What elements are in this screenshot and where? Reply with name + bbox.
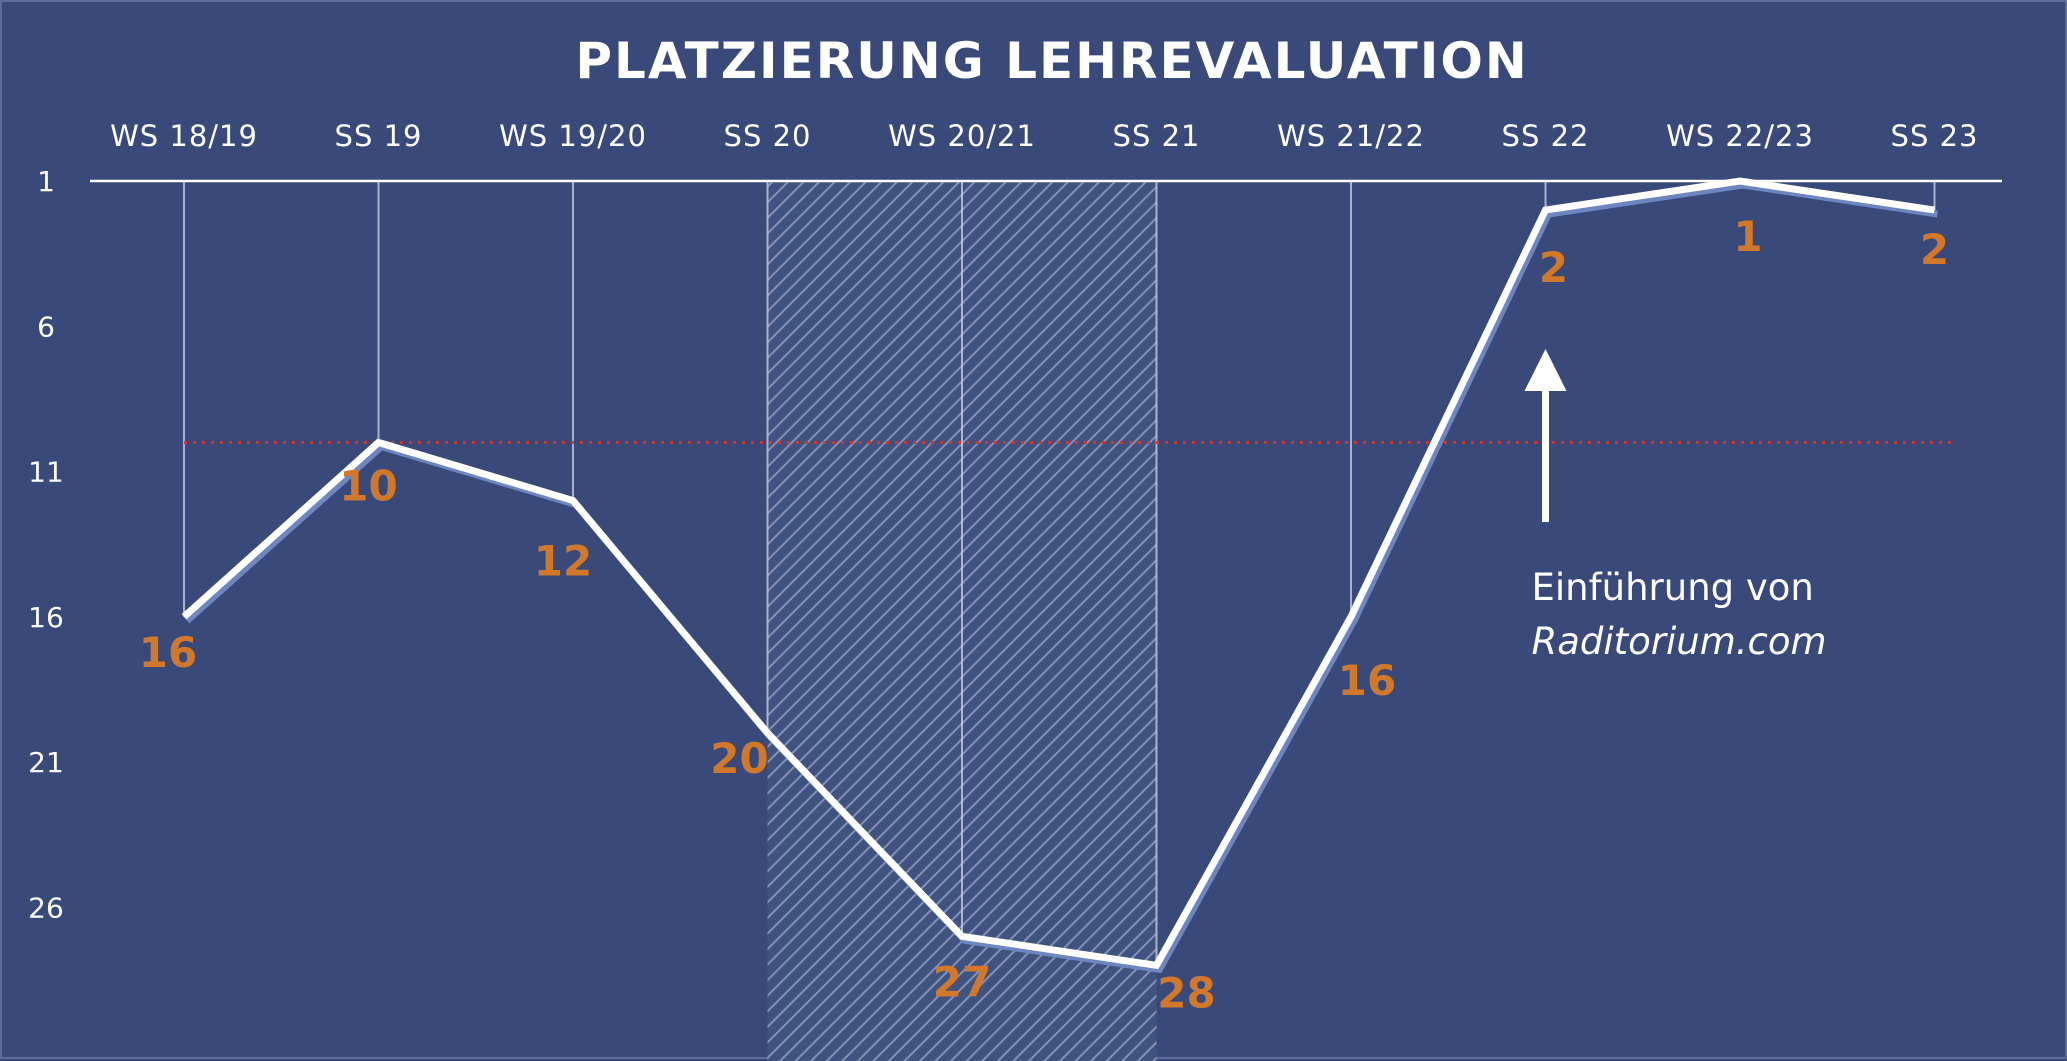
series-line	[181, 177, 1936, 970]
data-label: 16	[139, 628, 197, 677]
x-tick-label: WS 20/21	[888, 119, 1036, 153]
data-label: 10	[339, 461, 397, 510]
y-tick-label: 11	[28, 456, 64, 489]
x-tick-label: WS 19/20	[499, 119, 647, 153]
x-tick-label: SS 21	[1113, 119, 1201, 153]
y-tick-label: 1	[37, 165, 55, 198]
data-label: 20	[710, 734, 768, 783]
x-tick-label: WS 18/19	[110, 119, 258, 153]
x-tick-label: SS 20	[724, 119, 812, 153]
annotation-line-2: Raditorium.com	[1532, 620, 1827, 663]
y-tick-label: 16	[28, 601, 64, 634]
y-tick-label: 21	[28, 746, 64, 779]
x-tick-label: WS 22/23	[1666, 119, 1814, 153]
x-tick-label: WS 21/22	[1277, 119, 1425, 153]
x-tick-label: SS 23	[1891, 119, 1979, 153]
data-label: 2	[1539, 243, 1568, 292]
y-tick-label: 6	[37, 310, 55, 343]
data-label: 27	[933, 957, 991, 1006]
data-label: 12	[534, 537, 592, 586]
data-label: 1	[1733, 212, 1762, 261]
data-label: 16	[1338, 656, 1396, 705]
chart-title: PLATZIERUNG LEHREVALUATION	[575, 32, 1528, 90]
annotation-line-1: Einführung von	[1532, 566, 1814, 609]
x-tick-label: SS 19	[335, 119, 423, 153]
data-label: 28	[1157, 968, 1215, 1017]
data-label: 2	[1920, 225, 1949, 274]
x-tick-label: SS 22	[1502, 119, 1590, 153]
y-tick-label: 26	[28, 891, 64, 924]
